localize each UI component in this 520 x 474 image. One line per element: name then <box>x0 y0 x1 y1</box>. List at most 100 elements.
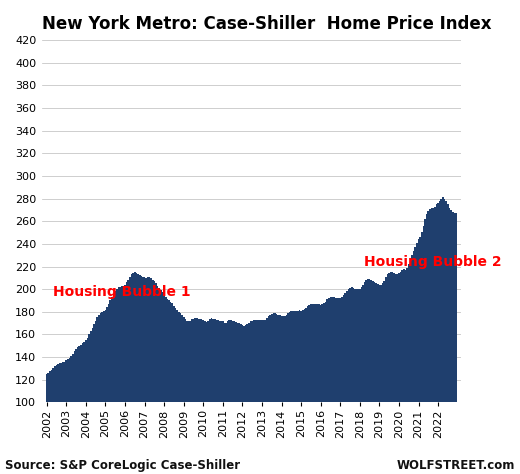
Bar <box>109 301 111 402</box>
Bar <box>155 283 157 402</box>
Bar <box>131 274 133 402</box>
Text: WOLFSTREET.com: WOLFSTREET.com <box>396 459 515 472</box>
Bar <box>375 283 377 402</box>
Bar <box>444 199 446 402</box>
Bar <box>279 315 281 402</box>
Bar <box>442 198 444 402</box>
Bar <box>452 211 453 402</box>
Bar <box>390 272 392 402</box>
Bar <box>159 288 160 402</box>
Bar <box>47 373 49 402</box>
Bar <box>118 287 119 402</box>
Bar <box>46 374 47 402</box>
Bar <box>385 277 387 402</box>
Bar <box>157 286 159 402</box>
Bar <box>64 362 66 402</box>
Bar <box>201 319 202 402</box>
Bar <box>380 284 382 402</box>
Bar <box>410 260 411 402</box>
Bar <box>277 315 279 402</box>
Bar <box>353 288 354 402</box>
Bar <box>307 306 308 402</box>
Bar <box>367 279 369 402</box>
Bar <box>250 321 251 402</box>
Bar <box>160 290 162 402</box>
Bar <box>96 318 98 402</box>
Bar <box>450 210 452 402</box>
Bar <box>178 312 179 402</box>
Bar <box>245 325 246 402</box>
Bar <box>289 312 291 402</box>
Bar <box>103 311 105 402</box>
Bar <box>175 308 176 402</box>
Bar <box>285 315 287 402</box>
Bar <box>186 321 188 402</box>
Bar <box>114 291 116 402</box>
Bar <box>259 320 261 402</box>
Bar <box>424 219 426 402</box>
Bar <box>372 281 374 402</box>
Bar <box>106 307 108 402</box>
Bar <box>256 320 258 402</box>
Bar <box>75 349 77 402</box>
Bar <box>341 297 343 402</box>
Bar <box>419 237 421 402</box>
Bar <box>331 297 333 402</box>
Bar <box>147 277 149 402</box>
Bar <box>347 289 349 402</box>
Bar <box>338 298 340 402</box>
Bar <box>351 287 353 402</box>
Bar <box>440 199 442 402</box>
Bar <box>142 277 144 402</box>
Bar <box>67 359 69 402</box>
Bar <box>382 283 383 402</box>
Bar <box>330 297 331 402</box>
Bar <box>134 272 136 402</box>
Bar <box>284 316 285 402</box>
Bar <box>393 273 395 402</box>
Bar <box>173 306 175 402</box>
Bar <box>324 301 327 402</box>
Bar <box>311 304 314 402</box>
Bar <box>327 300 328 402</box>
Bar <box>237 322 238 402</box>
Bar <box>79 346 80 402</box>
Bar <box>69 358 70 402</box>
Bar <box>87 338 88 402</box>
Bar <box>132 273 134 402</box>
Bar <box>217 320 219 402</box>
Bar <box>202 320 204 402</box>
Bar <box>354 289 356 402</box>
Bar <box>163 294 165 402</box>
Bar <box>93 324 95 402</box>
Bar <box>220 321 222 402</box>
Bar <box>297 310 298 402</box>
Bar <box>418 239 419 402</box>
Bar <box>98 315 100 402</box>
Bar <box>276 314 278 402</box>
Bar <box>90 331 92 402</box>
Bar <box>152 280 153 402</box>
Bar <box>392 272 393 402</box>
Bar <box>304 309 305 402</box>
Bar <box>356 289 357 402</box>
Text: Housing Bubble 1: Housing Bubble 1 <box>53 285 190 300</box>
Bar <box>292 310 294 402</box>
Bar <box>360 287 362 402</box>
Bar <box>85 340 87 402</box>
Bar <box>168 301 170 402</box>
Bar <box>264 320 266 402</box>
Bar <box>62 362 64 402</box>
Bar <box>300 310 302 402</box>
Bar <box>429 209 431 402</box>
Bar <box>204 321 206 402</box>
Bar <box>235 322 237 402</box>
Bar <box>333 297 334 402</box>
Bar <box>211 318 212 402</box>
Bar <box>436 204 437 402</box>
Bar <box>313 304 315 402</box>
Bar <box>215 320 217 402</box>
Bar <box>271 314 272 402</box>
Bar <box>439 201 440 402</box>
Bar <box>317 304 318 402</box>
